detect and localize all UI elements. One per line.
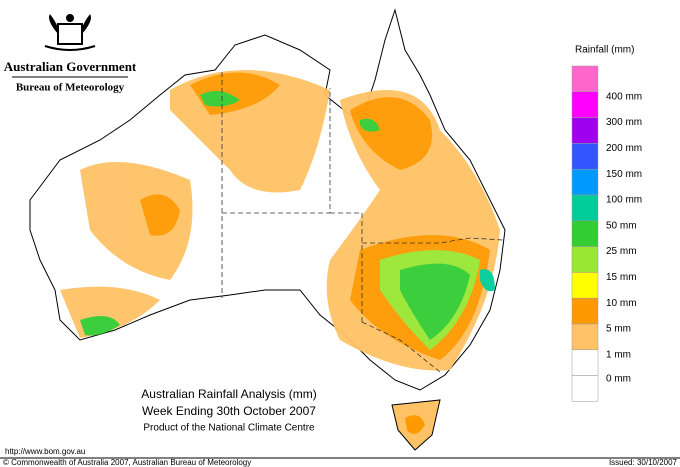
legend-label: 1 mm bbox=[606, 349, 631, 360]
tasmania-rain bbox=[405, 415, 425, 434]
map bbox=[29, 8, 506, 451]
issued: Issued: 30/10/2007 bbox=[609, 458, 678, 467]
title: Australian Rainfall Analysis (mm) Week E… bbox=[141, 387, 316, 433]
legend-title: Rainfall (mm) bbox=[575, 45, 634, 56]
agency: Bureau of Meteorology bbox=[16, 82, 125, 94]
legend-swatch bbox=[571, 117, 599, 144]
state-borders bbox=[221, 72, 504, 373]
legend-swatch bbox=[571, 246, 599, 273]
title-line: Week Ending 30th October 2007 bbox=[142, 404, 316, 418]
legend-swatch bbox=[571, 220, 599, 247]
legend-label: 200 mm bbox=[606, 143, 642, 154]
title-line: Australian Rainfall Analysis (mm) bbox=[141, 387, 316, 401]
legend-label: 300 mm bbox=[606, 117, 642, 128]
legend-label: 25 mm bbox=[606, 246, 637, 257]
legend-label: 10 mm bbox=[606, 298, 637, 309]
legend-swatch bbox=[571, 65, 599, 93]
legend-label: 100 mm bbox=[606, 195, 642, 206]
crest bbox=[44, 14, 96, 51]
legend: 400 mm 300 mm 200 mm 150 mm 100 mm 50 mm 25 mm… bbox=[571, 65, 642, 402]
legend-swatch bbox=[571, 91, 599, 118]
legend-swatch bbox=[571, 194, 599, 222]
legend-swatch bbox=[571, 323, 599, 351]
government: Australian Government bbox=[4, 59, 137, 74]
rain-areas bbox=[60, 70, 500, 371]
copyright: © Commonwealth of Australia 2007, Austra… bbox=[3, 458, 251, 467]
legend-label: 400 mm bbox=[606, 91, 642, 102]
legend-label: 50 mm bbox=[606, 220, 637, 231]
legend-label: 0 mm bbox=[606, 374, 631, 385]
legend-label: 5 mm bbox=[606, 324, 631, 335]
legend-swatch bbox=[571, 143, 599, 170]
legend-swatch bbox=[571, 168, 599, 196]
title-line: Product of the National Climate Centre bbox=[143, 423, 315, 434]
legend-swatch bbox=[571, 349, 599, 376]
legend-label: 150 mm bbox=[606, 169, 642, 180]
legend-label: 15 mm bbox=[606, 272, 637, 283]
legend-swatch bbox=[571, 375, 599, 402]
legend-swatch bbox=[571, 297, 599, 325]
legend-swatch bbox=[571, 272, 599, 299]
url: http://www.bom.gov.au bbox=[5, 447, 85, 456]
